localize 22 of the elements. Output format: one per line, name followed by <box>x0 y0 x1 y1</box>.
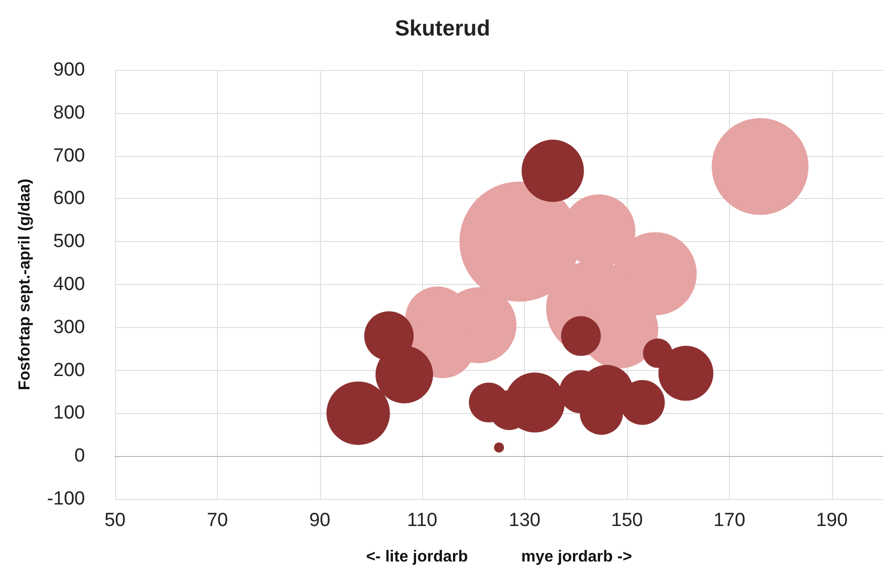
x-tick-label: 70 <box>206 510 228 531</box>
y-tick-label: 200 <box>53 360 85 381</box>
x-axis-title: <- lite jordarb mye jordarb -> <box>366 548 632 566</box>
y-tick-label: 600 <box>53 188 85 210</box>
y-tick-label: 900 <box>53 60 85 80</box>
y-tick-label: 500 <box>53 231 85 252</box>
x-tick-label: 170 <box>714 510 746 531</box>
y-tick-label: 700 <box>53 145 85 166</box>
x-tick-label: 130 <box>508 510 540 531</box>
x-tick-label: 190 <box>816 510 848 531</box>
y-tick-label: -100 <box>46 488 85 510</box>
y-tick-label: 300 <box>53 316 85 338</box>
y-tick-label: 100 <box>53 402 85 424</box>
y-tick-label: 0 <box>74 446 85 467</box>
y-axis-title: Fosfortap sept.-april (g/daa) <box>16 178 34 390</box>
chart-title: Skuterud <box>394 16 490 40</box>
x-tick-label: 110 <box>407 510 438 531</box>
x-tick-label: 90 <box>309 510 330 531</box>
y-tick-label: 400 <box>53 274 85 295</box>
x-tick-label: 50 <box>104 510 126 531</box>
y-tick-label: 800 <box>53 102 85 124</box>
x-tick-label: 150 <box>611 510 643 531</box>
